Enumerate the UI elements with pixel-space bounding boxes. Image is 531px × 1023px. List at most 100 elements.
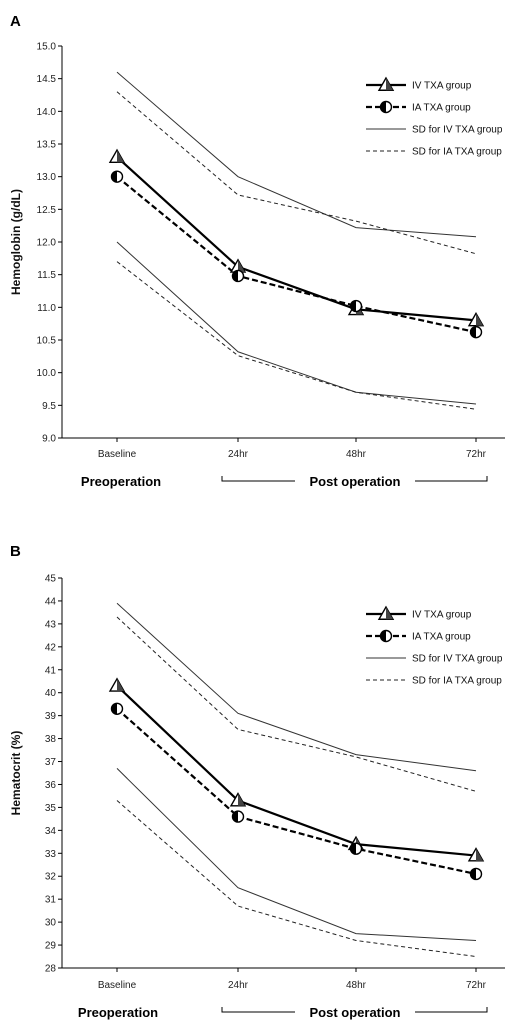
sd-upper-line: [116, 616, 477, 792]
legend-marker-triangle: [377, 76, 395, 91]
bracket-right: [415, 476, 488, 482]
x-tick-label: 72hr: [466, 980, 487, 991]
data-point-half-circle-fill: [111, 171, 117, 183]
data-point-half-circle: [349, 842, 363, 855]
x-tick-label: 48hr: [346, 449, 367, 460]
legend-marker-half-circle-fill: [380, 630, 386, 642]
legend-label: IA TXA group: [412, 632, 471, 643]
y-tick-label: 14.5: [37, 74, 57, 85]
data-point-half-circle: [469, 867, 483, 881]
data-point-half-circle: [110, 170, 124, 183]
data-point-half-circle-fill: [232, 270, 238, 282]
legend-marker-triangle-fill: [386, 78, 393, 91]
x-tick-label: 48hr: [346, 980, 367, 991]
legend-label: IV TXA group: [412, 81, 472, 92]
y-tick-label: 29: [45, 941, 57, 952]
y-tick-label: 14.0: [37, 107, 57, 118]
data-point-triangle: [467, 847, 485, 862]
y-tick-label: 10.5: [37, 336, 57, 347]
y-tick-label: 38: [45, 734, 57, 745]
legend-label: SD for IA TXA group: [412, 147, 502, 158]
legend-label: IV TXA group: [412, 610, 472, 621]
bracket-left: [221, 1007, 295, 1013]
mean-line: [116, 175, 477, 334]
data-point-triangle: [229, 792, 247, 807]
y-tick-label: 37: [45, 757, 57, 768]
data-point-triangle: [108, 148, 126, 164]
panel-a-hemoglobin-chart: A 9.0 9.5 10.0 10.5 11.0 11.5 12.0 12.5 13.0 13.5 1…: [9, 13, 505, 489]
sd-upper-line: [116, 71, 477, 238]
x-tick-label: 72hr: [466, 449, 487, 460]
y-tick-label: 11.0: [37, 303, 56, 314]
legend-label: IA TXA group: [412, 103, 471, 114]
data-point-triangle: [467, 311, 485, 327]
y-tick-label: 9.0: [42, 434, 56, 445]
bracket-right: [415, 1007, 488, 1013]
y-tick-label: 43: [45, 619, 57, 630]
data-point-half-circle: [110, 702, 124, 715]
panel-letter: A: [10, 13, 21, 30]
mean-line: [116, 156, 477, 322]
bracket-left: [221, 476, 295, 482]
y-tick-label: 30: [45, 918, 57, 929]
y-tick-label: 45: [45, 574, 57, 585]
y-tick-label: 35: [45, 803, 57, 814]
sd-lower-line: [116, 241, 477, 405]
data-point-triangle-fill: [476, 313, 483, 326]
y-tick-label: 31: [45, 895, 57, 906]
y-axis-label: Hematocrit (%): [9, 731, 23, 816]
x-tick-label: 24hr: [228, 980, 249, 991]
phase-label-pre: Preoperation: [81, 474, 161, 489]
data-point-triangle-fill: [117, 150, 124, 163]
y-tick-label: 11.5: [37, 270, 56, 281]
panel-b-hematocrit-chart: B 28 29 30 31 32 33 34 35 36 37 38 39 40 41 42 43 44 45 Bas…: [9, 543, 505, 1020]
data-point-half-circle: [469, 325, 483, 339]
y-tick-label: 44: [45, 596, 57, 607]
y-tick-label: 28: [45, 964, 57, 975]
y-tick-label: 39: [45, 711, 57, 722]
x-tick-label: Baseline: [98, 980, 137, 991]
data-point-half-circle: [231, 269, 245, 283]
legend: IV TXA group IA TXA group SD for IV TXA gr…: [366, 605, 503, 687]
data-point-triangle-fill: [476, 848, 483, 861]
phase-label-post: Post operation: [309, 1005, 400, 1020]
legend-marker-triangle-fill: [386, 607, 393, 620]
mean-line: [116, 707, 477, 876]
data-point-triangle-fill: [238, 259, 245, 273]
data-point-half-circle: [231, 810, 245, 823]
y-tick-label: 9.5: [42, 401, 56, 412]
y-tick-label: 36: [45, 780, 57, 791]
data-point-triangle-fill: [238, 793, 245, 806]
data-point-triangle-fill: [117, 678, 124, 692]
x-tick-label: 24hr: [228, 449, 249, 460]
y-tick-label: 34: [45, 826, 57, 837]
data-point-half-circle-fill: [111, 703, 117, 715]
data-point-half-circle-fill: [350, 843, 356, 855]
x-tick-label: Baseline: [98, 449, 137, 460]
y-axis-label: Hemoglobin (g/dL): [9, 189, 23, 295]
legend-marker-half-circle: [379, 100, 393, 114]
legend-marker-half-circle: [379, 629, 393, 643]
phase-label-post: Post operation: [309, 474, 400, 489]
legend-label: SD for IA TXA group: [412, 676, 502, 687]
data-point-triangle: [108, 677, 126, 692]
phase-label-pre: Preoperation: [78, 1005, 158, 1020]
y-tick-label: 33: [45, 849, 57, 860]
y-tick-label: 13.0: [37, 172, 57, 183]
data-point-half-circle: [349, 299, 363, 313]
y-tick-label: 12.0: [37, 238, 57, 249]
sd-upper-line: [116, 91, 477, 255]
y-tick-label: 10.0: [37, 368, 57, 379]
mean-line: [116, 685, 477, 857]
y-tick-label: 32: [45, 872, 57, 883]
legend: IV TXA group IA TXA group SD for IV TXA gr…: [366, 76, 503, 158]
y-tick-label: 40: [45, 688, 57, 699]
sd-lower-line: [116, 768, 477, 941]
sd-lower-line: [116, 261, 477, 410]
y-tick-label: 15.0: [37, 42, 57, 53]
legend-label: SD for IV TXA group: [412, 125, 503, 136]
legend-marker-half-circle-fill: [380, 101, 386, 113]
sd-upper-line: [116, 602, 477, 772]
data-point-half-circle-fill: [470, 326, 476, 338]
